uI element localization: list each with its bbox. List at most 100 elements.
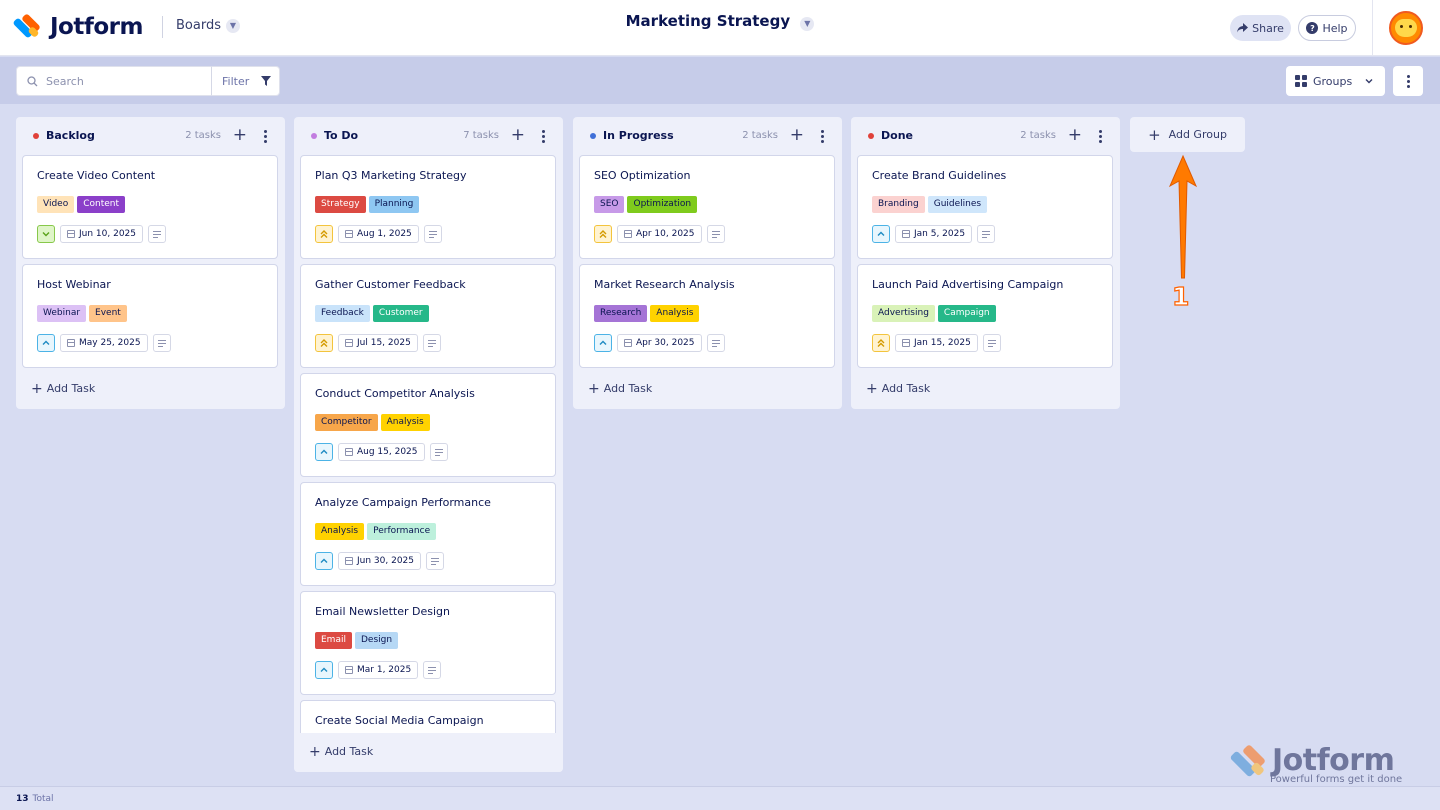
column-more-icon[interactable] [821,130,824,143]
column-title: To Do [324,129,359,142]
task-card[interactable]: Conduct Competitor Analysis Competitor Ana… [300,373,556,477]
task-title: Create Brand Guidelines [872,169,1007,182]
board-title-text: Marketing Strategy [625,12,791,30]
due-date-chip[interactable]: Aug 15, 2025 [338,443,425,461]
description-icon[interactable] [429,443,448,461]
share-button[interactable]: Share [1230,15,1291,41]
description-icon[interactable] [423,661,442,679]
add-task-button[interactable]: + Add Task [31,382,95,396]
description-icon[interactable] [706,334,725,352]
add-task-plus-icon[interactable]: + [510,125,525,145]
search-input[interactable] [46,74,196,88]
add-task-plus-icon[interactable]: + [1067,125,1082,145]
due-date: Jun 30, 2025 [357,556,415,566]
task-card[interactable]: Plan Q3 Marketing Strategy Strategy Planni… [300,155,556,259]
task-title: Host Webinar [37,278,111,291]
due-date-chip[interactable]: Aug 1, 2025 [338,225,419,243]
due-date-chip[interactable]: Jul 15, 2025 [338,334,418,352]
help-button[interactable]: ? Help [1298,15,1356,41]
task-card[interactable]: Market Research Analysis Research Analysis… [579,264,835,368]
task-card[interactable]: Email Newsletter Design Email Design Mar 1,… [300,591,556,695]
priority-medium-icon[interactable] [872,225,890,243]
due-date-chip[interactable]: Jun 30, 2025 [338,552,422,570]
task-card[interactable]: Analyze Campaign Performance Analysis Perf… [300,482,556,586]
due-date-chip[interactable]: Jun 10, 2025 [60,225,144,243]
task-card[interactable]: Host Webinar Webinar Event May 25, 2025 [22,264,278,368]
column-footer [294,733,563,772]
annotation-arrow-icon [1168,154,1198,279]
column-title: Done [881,129,913,142]
due-date-chip[interactable]: Apr 30, 2025 [617,334,702,352]
priority-low-icon[interactable] [37,225,55,243]
column-task-count: 2 tasks [1020,130,1056,141]
task-title: Launch Paid Advertising Campaign [872,278,1064,291]
add-task-plus-icon[interactable]: + [232,125,247,145]
description-icon[interactable] [982,334,1001,352]
column-status-dot [33,133,39,139]
groups-button[interactable]: Groups [1286,66,1385,96]
description-icon[interactable] [977,225,996,243]
task-card[interactable]: SEO Optimization SEO Optimization Apr 10, 2… [579,155,835,259]
column-more-icon[interactable] [542,130,545,143]
task-card[interactable]: Create Video Content Video Content Jun 10, … [22,155,278,259]
calendar-icon [624,230,632,238]
task-title: Conduct Competitor Analysis [315,387,475,400]
header-divider [162,16,163,38]
due-date-chip[interactable]: Mar 1, 2025 [338,661,419,679]
description-icon[interactable] [152,334,171,352]
column-task-count: 7 tasks [463,130,499,141]
add-task-plus-icon[interactable]: + [789,125,804,145]
status-footer: 13 Total [0,786,1440,810]
task-card[interactable]: Gather Customer Feedback Feedback Customer… [300,264,556,368]
description-icon[interactable] [423,225,442,243]
chevron-down-icon: ▼ [800,16,815,31]
app-header: Jotform Boards ▼ Marketing Strategy ▼ Sh… [0,0,1440,56]
task-card[interactable]: Create Brand Guidelines Branding Guideline… [857,155,1113,259]
description-icon[interactable] [422,334,441,352]
calendar-icon [345,339,353,347]
add-task-label: Add Task [881,382,931,395]
jotform-logo[interactable]: Jotform [12,13,143,40]
priority-high-icon[interactable] [315,334,333,352]
description-icon[interactable] [426,552,445,570]
task-tag: Webinar [37,305,87,322]
task-tags: Feedback Customer [315,305,429,322]
filter-button[interactable]: Filter [211,66,280,96]
add-task-button[interactable]: + Add Task [309,745,374,759]
plus-icon: + [866,380,878,397]
description-icon[interactable] [706,225,725,243]
column-header: Backlog 2 tasks + [16,117,285,155]
add-task-button[interactable]: + Add Task [588,380,652,397]
add-task-label: Add Task [324,745,374,758]
add-task-button[interactable]: + Add Task [866,380,931,397]
due-date-chip[interactable]: May 25, 2025 [60,334,148,352]
priority-high-icon[interactable] [872,334,890,352]
description-icon[interactable] [148,225,167,243]
task-meta: May 25, 2025 [37,334,171,352]
search-box [16,66,212,96]
share-label: Share [1252,21,1284,35]
priority-high-icon[interactable] [594,225,612,243]
board-title[interactable]: Marketing Strategy ▼ [560,12,880,31]
due-date-chip[interactable]: Jan 15, 2025 [895,334,978,352]
task-card[interactable]: Launch Paid Advertising Campaign Advertis… [857,264,1113,368]
calendar-icon [902,339,910,347]
column-more-icon[interactable] [264,130,267,143]
due-date-chip[interactable]: Apr 10, 2025 [617,225,702,243]
boards-switcher[interactable]: Boards ▼ [176,18,240,33]
priority-medium-icon[interactable] [594,334,612,352]
task-tags: Research Analysis [594,305,700,322]
plus-icon: + [588,380,600,397]
priority-medium-icon[interactable] [315,552,333,570]
priority-medium-icon[interactable] [37,334,55,352]
user-avatar[interactable] [1389,11,1423,45]
priority-medium-icon[interactable] [315,443,333,461]
due-date-chip[interactable]: Jan 5, 2025 [895,225,973,243]
funnel-icon [261,76,272,86]
priority-medium-icon[interactable] [315,661,333,679]
board-more-button[interactable] [1393,66,1423,96]
add-group-button[interactable]: + Add Group [1130,117,1245,152]
task-tag: Customer [372,305,429,322]
column-more-icon[interactable] [1099,130,1102,143]
priority-high-icon[interactable] [315,225,333,243]
